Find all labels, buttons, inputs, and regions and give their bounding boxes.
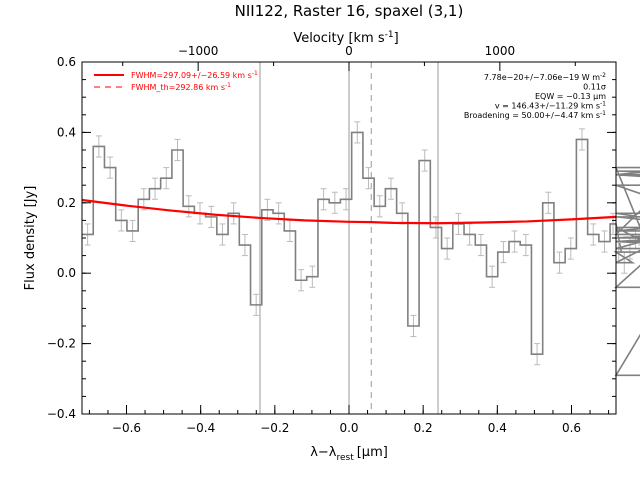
y-tick-label: 0.0 xyxy=(57,266,76,280)
x-tick-label: −0.2 xyxy=(260,421,289,435)
annotation-sup: -1 xyxy=(600,110,606,117)
y-axis: −0.4 −0.2 0.0 0.2 0.4 0.6 xyxy=(47,55,616,421)
y-tick-label: 0.6 xyxy=(57,55,76,69)
annotation-3: v = 146.43+/−11.29 km s-1 xyxy=(495,101,606,111)
x-axis-label-main: λ−λ xyxy=(310,445,337,460)
legend-fwhm-sup: -1 xyxy=(252,70,258,77)
top-axis-label-end: ] xyxy=(394,31,399,46)
top-axis-label-main: Velocity [km s xyxy=(293,31,385,46)
x-tick-label: −0.6 xyxy=(112,421,141,435)
top-axis-label: Velocity [km s-1] xyxy=(293,30,398,46)
annotation-0: 7.78e−20+/−7.06e−19 W m-2 xyxy=(484,72,606,82)
legend-fwhm-th-text: FWHM_th=292.86 km s xyxy=(131,83,225,92)
top-tick-label: −1000 xyxy=(178,44,219,58)
chart-title: NII122, Raster 16, spaxel (3,1) xyxy=(235,2,464,20)
legend-fwhm-label: FWHM=297.09+/−26.59 km s-1 xyxy=(131,70,258,80)
top-axis: −1000 0 1000 xyxy=(122,44,576,71)
legend-fwhm-th-sup: -1 xyxy=(225,82,231,89)
top-tick-label: 0 xyxy=(345,44,353,58)
annotation-text: v = 146.43+/−11.29 km s xyxy=(495,102,600,111)
annotation-sup: -2 xyxy=(600,72,606,79)
x-axis-label: λ−λrest [μm] xyxy=(310,445,388,463)
legend: FWHM=297.09+/−26.59 km s-1 FWHM_th=292.8… xyxy=(94,70,258,92)
reference-lines xyxy=(259,62,439,414)
y-axis-label: Flux density [Jy] xyxy=(23,186,38,291)
x-tick-label: 0.4 xyxy=(488,421,507,435)
annotation-text: Broadening = 50.00+/−4.47 km s xyxy=(464,111,600,120)
x-axis-label-unit: [μm] xyxy=(357,445,388,460)
x-tick-label: 0.0 xyxy=(339,421,358,435)
legend-fwhm-text: FWHM=297.09+/−26.59 km s xyxy=(131,71,252,80)
y-tick-label: −0.4 xyxy=(47,407,76,421)
legend-fwhm-th-label: FWHM_th=292.86 km s-1 xyxy=(131,82,231,92)
x-tick-label: 0.2 xyxy=(414,421,433,435)
annotation-sup: -1 xyxy=(600,101,606,108)
flux-step-series xyxy=(82,131,640,377)
annotation-text: 0.11σ xyxy=(583,83,606,92)
y-tick-label: 0.4 xyxy=(57,125,76,139)
x-tick-label: 0.6 xyxy=(562,421,581,435)
annotation-1: 0.11σ xyxy=(583,83,606,92)
top-tick-label: 1000 xyxy=(485,44,516,58)
annotation-text: 7.78e−20+/−7.06e−19 W m xyxy=(484,73,600,82)
annotation-text: EQW = −0.13 μm xyxy=(535,92,606,101)
top-axis-label-sup: -1 xyxy=(385,30,394,40)
annotation-4: Broadening = 50.00+/−4.47 km s-1 xyxy=(464,110,606,120)
gaussian-fit-line xyxy=(81,198,617,225)
annotation-2: EQW = −0.13 μm xyxy=(535,92,606,101)
x-tick-label: −0.4 xyxy=(186,421,215,435)
x-axis: −0.6 −0.4 −0.2 0.0 0.2 0.4 0.6 xyxy=(88,405,610,435)
y-tick-label: −0.2 xyxy=(47,337,76,351)
x-axis-label-sub: rest xyxy=(336,453,354,463)
y-tick-label: 0.2 xyxy=(57,196,76,210)
